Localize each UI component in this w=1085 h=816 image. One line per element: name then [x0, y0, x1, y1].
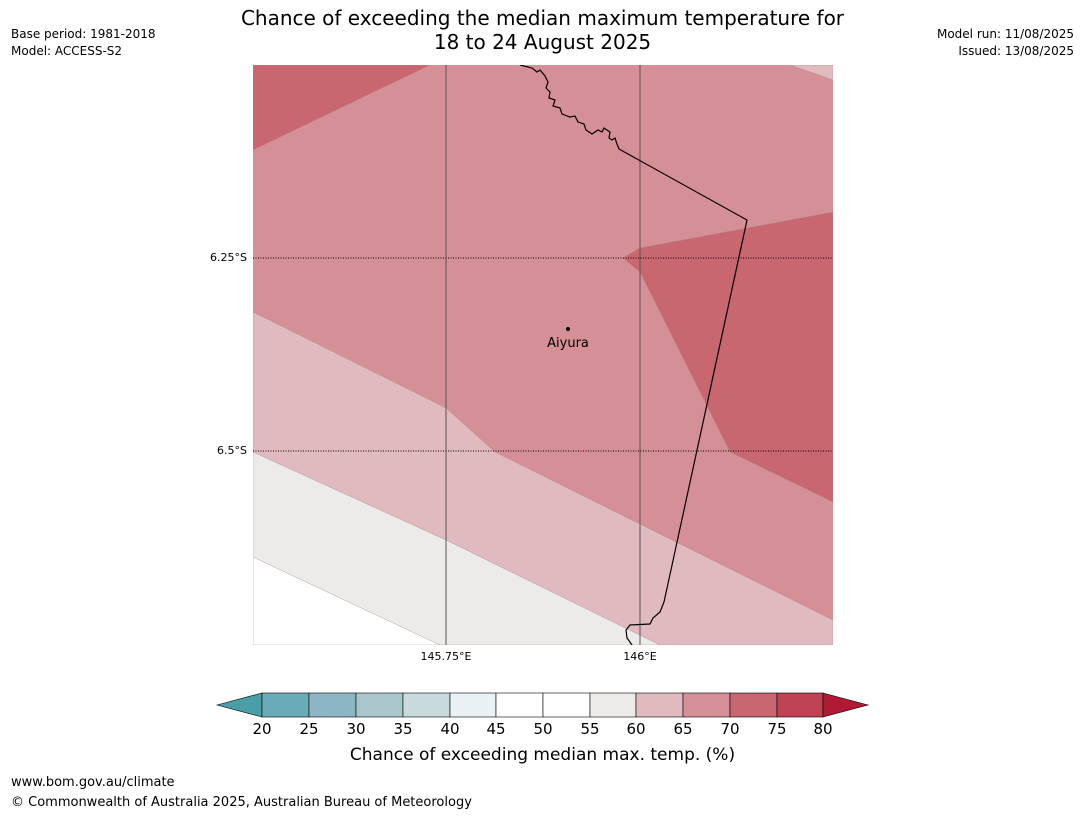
colorbar-55-60	[589, 692, 637, 718]
region-60-65-northeast	[789, 65, 833, 81]
colorbar-60-65	[635, 692, 684, 718]
colorbar-graphic	[215, 692, 870, 718]
latitude-label-6-5: 6.5°S	[217, 444, 247, 457]
colorbar-tick: 35	[393, 720, 413, 738]
colorbar-65-70	[682, 692, 731, 718]
map-title: Chance of exceeding the median maximum t…	[0, 6, 1085, 54]
colorbar-75-80	[776, 692, 824, 718]
region-55-60-southwest	[253, 451, 661, 645]
colorbar-tick: 80	[813, 720, 833, 738]
title-line-1: Chance of exceeding the median maximum t…	[240, 6, 845, 30]
colorbar-tick: 25	[299, 720, 319, 738]
metadata-right: Model run: 11/08/2025 Issued: 13/08/2025	[937, 26, 1074, 60]
title-line-2: 18 to 24 August 2025	[433, 30, 652, 54]
aiyura-marker	[566, 327, 570, 331]
colorbar-35-40	[402, 692, 451, 718]
model-run-text: Model run: 11/08/2025	[936, 27, 1074, 41]
longitude-label-146: 146°E	[623, 650, 657, 663]
colorbar-tick: 40	[440, 720, 460, 738]
colorbar-50-55	[542, 692, 591, 718]
province-boundary	[519, 65, 748, 645]
footer-copyright: © Commonwealth of Australia 2025, Austra…	[11, 795, 472, 810]
colorbar-tick: 60	[626, 720, 646, 738]
colorbar-20-25	[261, 692, 310, 718]
footer-url: www.bom.gov.au/climate	[11, 775, 175, 790]
colorbar-tick: 30	[346, 720, 366, 738]
colorbar-40-45	[449, 692, 497, 718]
longitude-label-145-75: 145.75°E	[420, 650, 472, 663]
colorbar-tick: 70	[720, 720, 740, 738]
issued-text: Issued: 13/08/2025	[958, 44, 1074, 58]
colorbar-25-30	[308, 692, 357, 718]
model-text: Model: ACCESS-S2	[11, 44, 123, 58]
place-label-aiyura: Aiyura	[547, 336, 589, 351]
base-period-text: Base period: 1981-2018	[11, 27, 156, 41]
colorbar-tick: 20	[252, 720, 272, 738]
map-area	[253, 65, 833, 645]
colorbar-below-20	[215, 692, 263, 718]
colorbar-above-80	[822, 692, 870, 718]
colorbar-tick: 65	[673, 720, 693, 738]
region-outside-southwest	[253, 556, 441, 645]
latitude-label-6-25: 6.25°S	[210, 251, 247, 264]
colorbar-30-35	[355, 692, 404, 718]
metadata-left: Base period: 1981-2018 Model: ACCESS-S2	[11, 26, 156, 60]
colorbar-70-75	[729, 692, 778, 718]
colorbar-45-50	[495, 692, 544, 718]
colorbar-label: Chance of exceeding median max. temp. (%…	[349, 745, 736, 765]
colorbar-tick: 50	[533, 720, 553, 738]
colorbar-tick: 45	[486, 720, 506, 738]
colorbar-tick: 55	[580, 720, 600, 738]
region-70-75-northwest	[253, 65, 431, 151]
colorbar-tick: 75	[767, 720, 787, 738]
